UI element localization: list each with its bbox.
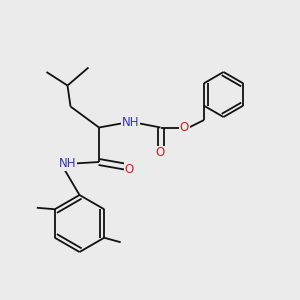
Text: NH: NH xyxy=(59,157,76,170)
Text: NH: NH xyxy=(122,116,139,130)
Text: O: O xyxy=(125,163,134,176)
Text: O: O xyxy=(156,146,165,160)
Text: O: O xyxy=(180,121,189,134)
